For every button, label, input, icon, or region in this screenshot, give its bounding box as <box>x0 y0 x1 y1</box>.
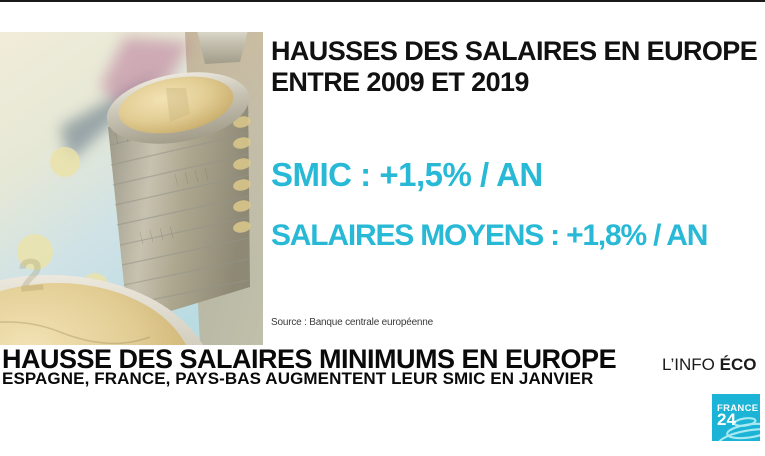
svg-text:2: 2 <box>16 248 47 302</box>
svg-text:24: 24 <box>717 410 736 429</box>
